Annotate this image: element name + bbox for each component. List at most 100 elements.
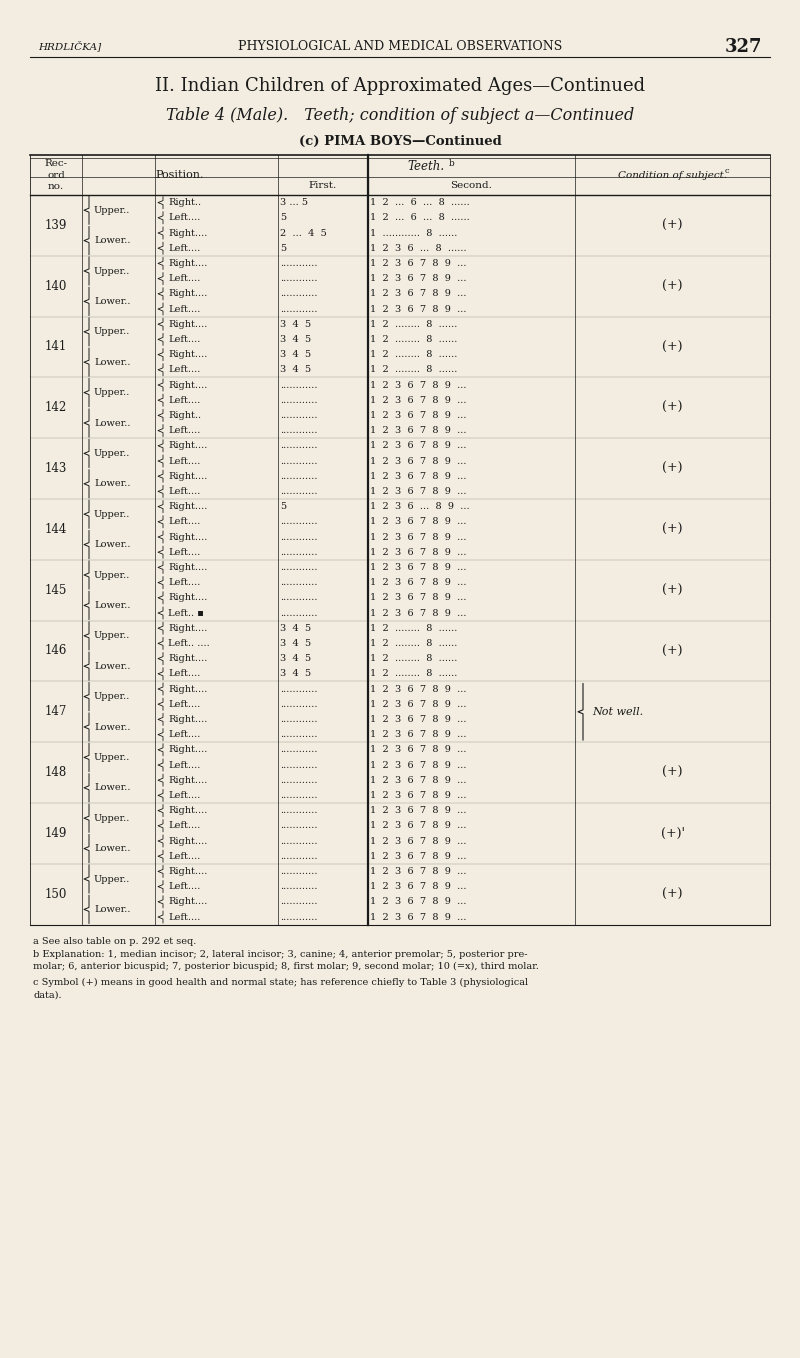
Text: Table 4 (Male). Teeth; condition of subject a—Continued: Table 4 (Male). Teeth; condition of subj… (166, 106, 634, 124)
Text: 1  2  3  6  7  8  9  ...: 1 2 3 6 7 8 9 ... (370, 274, 466, 282)
Text: 1  2  3  6  7  8  9  ...: 1 2 3 6 7 8 9 ... (370, 822, 466, 830)
Text: Left....: Left.... (168, 488, 200, 496)
Text: Position.: Position. (156, 170, 204, 181)
Text: Left....: Left.... (168, 456, 200, 466)
Text: ............: ............ (280, 488, 318, 496)
Text: 1  2  ........  8  ......: 1 2 ........ 8 ...... (370, 669, 458, 678)
Text: 1  ............  8  ......: 1 ............ 8 ...... (370, 228, 458, 238)
Text: Upper..: Upper.. (94, 631, 130, 641)
Text: 1  2  3  6  7  8  9  ...: 1 2 3 6 7 8 9 ... (370, 913, 466, 922)
Text: Right....: Right.... (168, 564, 207, 572)
Text: Right....: Right.... (168, 289, 207, 299)
Text: ............: ............ (280, 304, 318, 314)
Text: ............: ............ (280, 714, 318, 724)
Text: ............: ............ (280, 807, 318, 815)
Text: (+): (+) (662, 888, 682, 900)
Text: Lower..: Lower.. (94, 904, 130, 914)
Text: 149: 149 (45, 827, 67, 839)
Text: 5: 5 (280, 213, 286, 223)
Text: (+): (+) (662, 584, 682, 596)
Text: Right....: Right.... (168, 866, 207, 876)
Text: ............: ............ (280, 699, 318, 709)
Text: (+): (+) (662, 645, 682, 657)
Text: Left....: Left.... (168, 547, 200, 557)
Text: Right....: Right.... (168, 746, 207, 754)
Text: ............: ............ (280, 564, 318, 572)
Text: ............: ............ (280, 684, 318, 694)
Text: HRDLIČKA]: HRDLIČKA] (38, 42, 101, 53)
Text: b: b (449, 159, 454, 167)
Text: Second.: Second. (450, 182, 493, 190)
Text: Right....: Right.... (168, 441, 207, 451)
Text: Left....: Left.... (168, 274, 200, 282)
Text: 1  2  3  6  7  8  9  ...: 1 2 3 6 7 8 9 ... (370, 441, 466, 451)
Text: ............: ............ (280, 395, 318, 405)
Text: Right....: Right.... (168, 380, 207, 390)
Text: ............: ............ (280, 822, 318, 830)
Text: Lower..: Lower.. (94, 722, 130, 732)
Text: 1  2  ........  8  ......: 1 2 ........ 8 ...... (370, 365, 458, 375)
Text: 1  2  3  6  7  8  9  ...: 1 2 3 6 7 8 9 ... (370, 746, 466, 754)
Text: a See also table on p. 292 et seq.: a See also table on p. 292 et seq. (33, 937, 196, 945)
Text: Left....: Left.... (168, 426, 200, 435)
Text: Left....: Left.... (168, 579, 200, 587)
Text: Lower..: Lower.. (94, 479, 130, 489)
Text: ............: ............ (280, 579, 318, 587)
Text: ............: ............ (280, 746, 318, 754)
Text: (+): (+) (662, 402, 682, 414)
Text: Right....: Right.... (168, 532, 207, 542)
Text: Left....: Left.... (168, 790, 200, 800)
Text: (+): (+) (662, 280, 682, 293)
Text: ............: ............ (280, 837, 318, 846)
Text: ............: ............ (280, 883, 318, 891)
Text: Right....: Right.... (168, 502, 207, 511)
Text: 3  4  5: 3 4 5 (280, 319, 311, 329)
Text: ............: ............ (280, 547, 318, 557)
Text: 1  2  ...  6  ...  8  ......: 1 2 ... 6 ... 8 ...... (370, 198, 470, 208)
Text: 1  2  ........  8  ......: 1 2 ........ 8 ...... (370, 623, 458, 633)
Text: ............: ............ (280, 608, 318, 618)
Text: 144: 144 (45, 523, 67, 536)
Text: 1  2  3  6  7  8  9  ...: 1 2 3 6 7 8 9 ... (370, 411, 466, 420)
Text: Right....: Right.... (168, 471, 207, 481)
Text: First.: First. (309, 182, 337, 190)
Text: Left....: Left.... (168, 699, 200, 709)
Text: ............: ............ (280, 411, 318, 420)
Text: 1  2  ........  8  ......: 1 2 ........ 8 ...... (370, 319, 458, 329)
Text: Upper..: Upper.. (94, 752, 130, 762)
Text: Upper..: Upper.. (94, 570, 130, 580)
Text: 1  2  3  6  7  8  9  ...: 1 2 3 6 7 8 9 ... (370, 807, 466, 815)
Text: ............: ............ (280, 471, 318, 481)
Text: Left....: Left.... (168, 822, 200, 830)
Text: 3  4  5: 3 4 5 (280, 350, 311, 359)
Text: Lower..: Lower.. (94, 357, 130, 367)
Text: (+): (+) (662, 462, 682, 475)
Text: Left....: Left.... (168, 913, 200, 922)
Text: 2  ...  4  5: 2 ... 4 5 (280, 228, 326, 238)
Text: 1  2  3  6  7  8  9  ...: 1 2 3 6 7 8 9 ... (370, 883, 466, 891)
Text: Upper..: Upper.. (94, 205, 130, 215)
Text: 1  2  3  6  7  8  9  ...: 1 2 3 6 7 8 9 ... (370, 760, 466, 770)
Text: Left....: Left.... (168, 731, 200, 739)
Text: Upper..: Upper.. (94, 449, 130, 458)
Text: Left....: Left.... (168, 365, 200, 375)
Text: 150: 150 (45, 888, 67, 900)
Text: ............: ............ (280, 593, 318, 603)
Text: Right....: Right.... (168, 593, 207, 603)
Text: ............: ............ (280, 456, 318, 466)
Text: ............: ............ (280, 898, 318, 906)
Text: Right....: Right.... (168, 684, 207, 694)
Text: ............: ............ (280, 517, 318, 527)
Text: (c) PIMA BOYS—Continued: (c) PIMA BOYS—Continued (298, 134, 502, 148)
Text: Lower..: Lower.. (94, 845, 130, 853)
Text: ............: ............ (280, 274, 318, 282)
Text: Left.. ▪: Left.. ▪ (168, 608, 204, 618)
Text: Left....: Left.... (168, 883, 200, 891)
Text: 3  4  5: 3 4 5 (280, 638, 311, 648)
Text: 1  2  3  6  7  8  9  ...: 1 2 3 6 7 8 9 ... (370, 731, 466, 739)
Text: 148: 148 (45, 766, 67, 779)
Text: ............: ............ (280, 441, 318, 451)
Text: 1  2  3  6  7  8  9  ...: 1 2 3 6 7 8 9 ... (370, 593, 466, 603)
Text: Upper..: Upper.. (94, 693, 130, 701)
Text: Upper..: Upper.. (94, 388, 130, 397)
